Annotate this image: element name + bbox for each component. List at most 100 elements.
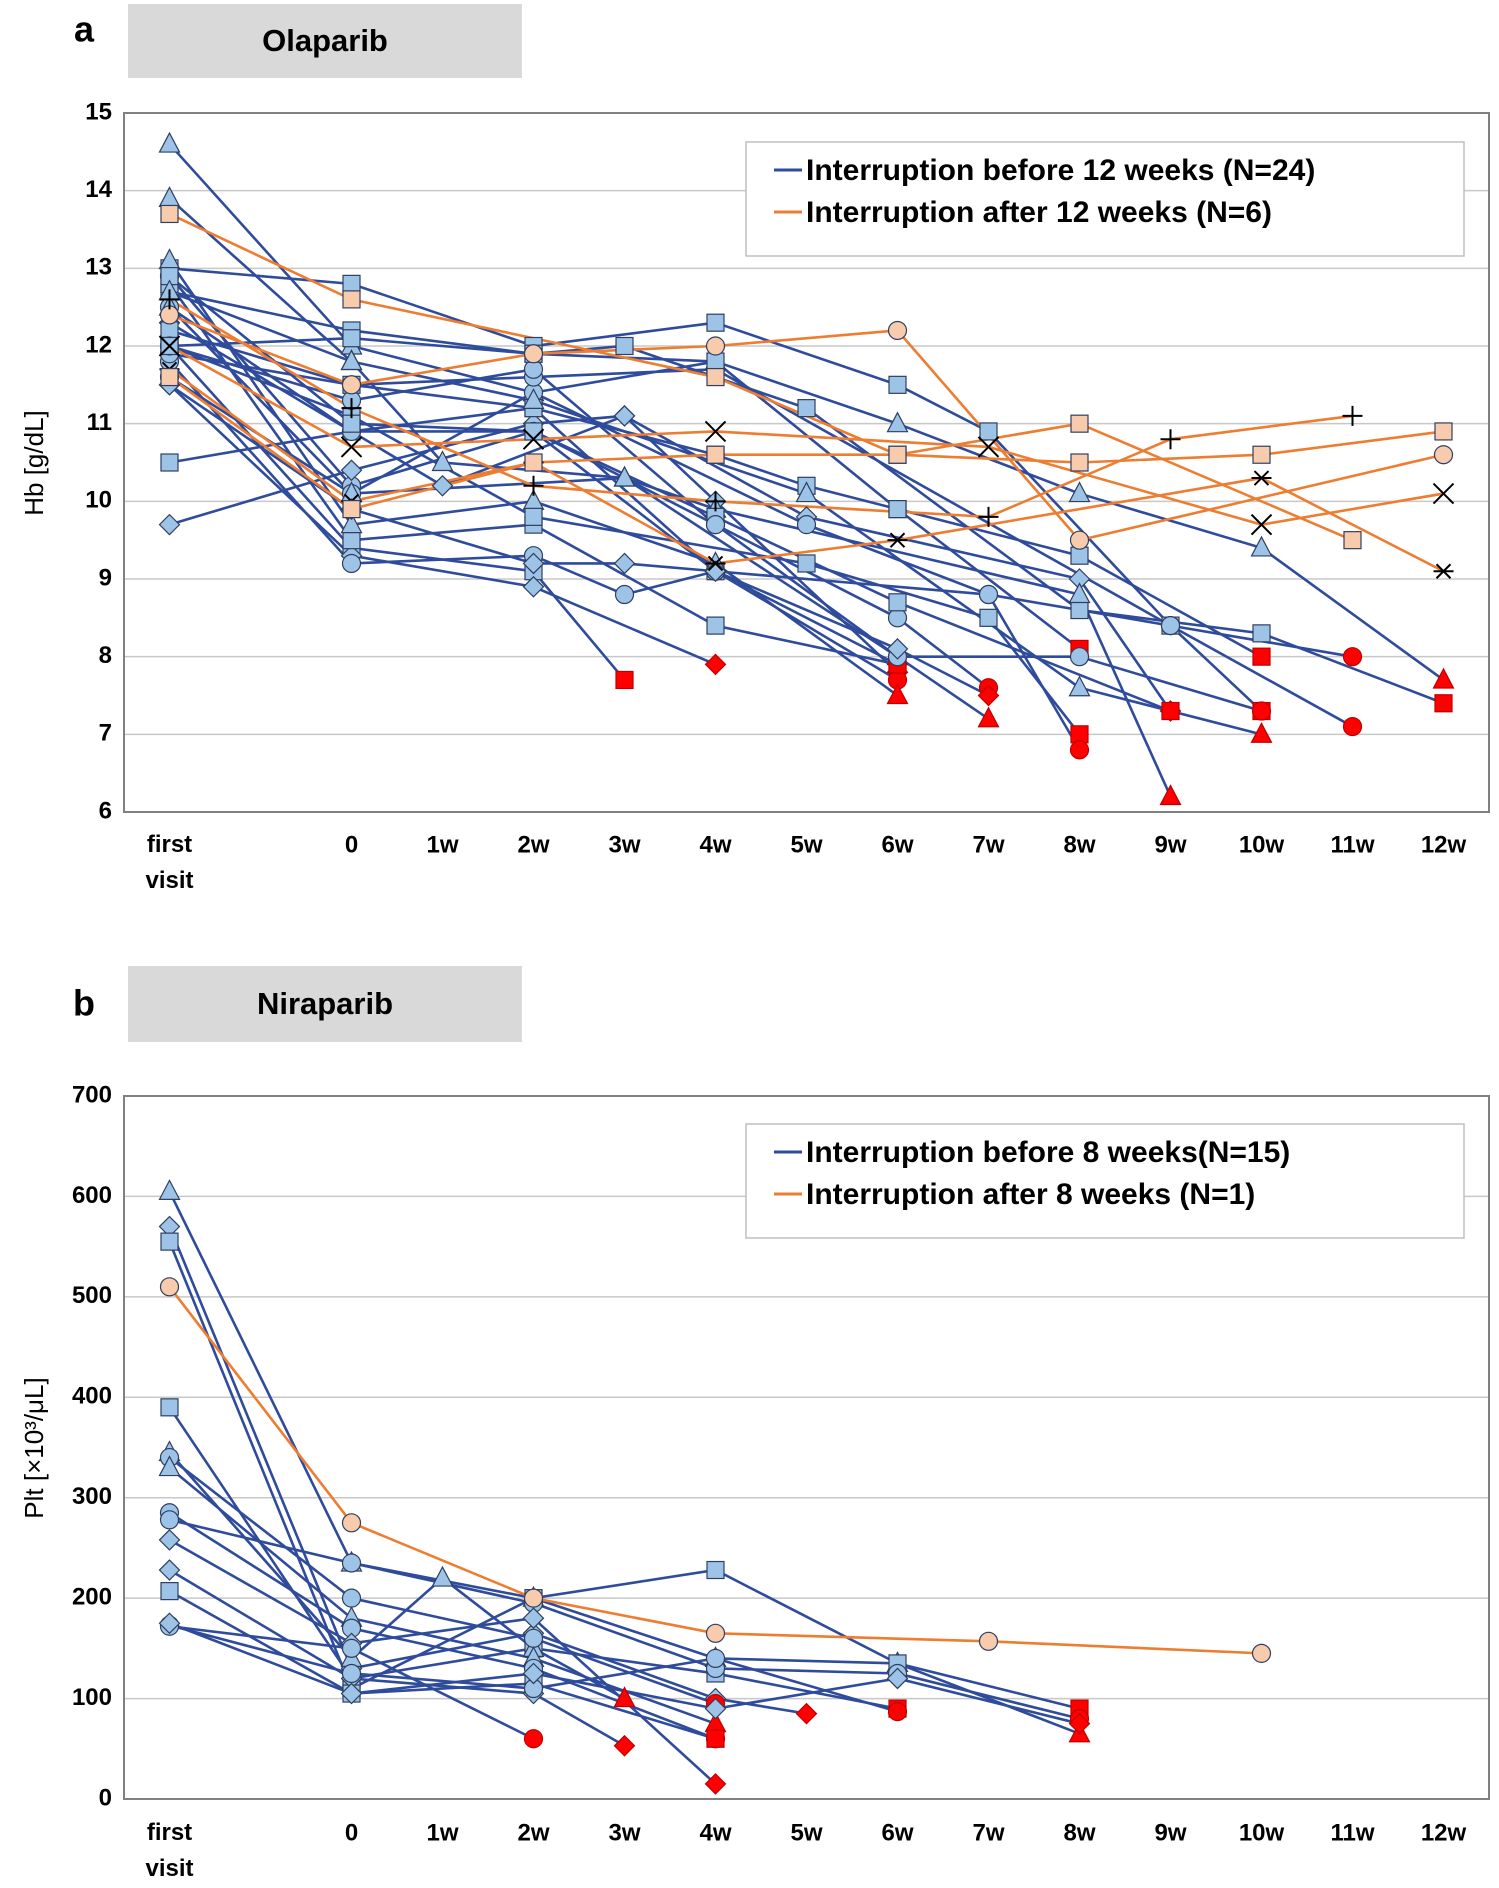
marker (1252, 445, 1271, 464)
y-tick-label: 600 (72, 1182, 112, 1209)
marker (431, 474, 454, 497)
marker (1251, 1643, 1272, 1663)
x-tick-label: 8w (1063, 1819, 1095, 1846)
x-tick-label: 8w (1063, 831, 1095, 858)
series-line (168, 321, 1172, 712)
marker (523, 475, 544, 496)
marker (704, 420, 727, 443)
marker (160, 453, 179, 472)
marker (341, 1513, 362, 1533)
marker (888, 375, 907, 394)
y-tick-label: 100 (72, 1684, 112, 1711)
x-tick-label: 10w (1239, 1819, 1285, 1846)
series-line (168, 1568, 626, 1747)
marker (1068, 675, 1091, 697)
marker (1250, 513, 1273, 536)
marker (158, 1455, 181, 1477)
marker (979, 422, 998, 441)
chart-title: Niraparib (257, 986, 393, 1021)
series-line (169, 290, 1262, 736)
marker (522, 1662, 545, 1685)
marker (1068, 481, 1091, 503)
series-line (168, 1451, 626, 1700)
x-tick-label: 3w (608, 1819, 640, 1846)
marker (1070, 453, 1089, 472)
x-tick-label: 11w (1330, 1819, 1374, 1846)
marker (705, 515, 726, 535)
marker (523, 1628, 544, 1648)
marker (160, 204, 179, 224)
marker (341, 1553, 362, 1573)
marker (159, 1510, 180, 1530)
marker (888, 445, 907, 464)
x-tick-label: 0 (345, 831, 358, 858)
legend-label: Interruption after 8 weeks (N=1) (806, 1178, 1255, 1211)
marker (704, 1697, 727, 1720)
marker (1342, 647, 1363, 667)
marker (431, 1565, 454, 1587)
marker (158, 131, 181, 153)
series-line (168, 1456, 716, 1705)
series-line (168, 345, 626, 681)
marker (159, 1277, 180, 1297)
y-tick-label: 700 (72, 1081, 112, 1108)
marker (1070, 414, 1089, 433)
marker (1252, 624, 1271, 643)
marker (614, 584, 635, 605)
marker (523, 344, 544, 364)
x-tick-label: 1w (426, 1819, 458, 1846)
marker (706, 367, 725, 387)
marker (978, 1631, 999, 1651)
marker (522, 388, 545, 409)
marker (1251, 470, 1272, 486)
marker (524, 422, 543, 441)
y-tick-label: 7 (99, 720, 112, 747)
marker (1161, 701, 1180, 721)
series-line (168, 143, 1445, 682)
y-axis-label: Hb [g/dL] (19, 410, 49, 516)
y-tick-label: 15 (85, 98, 112, 125)
marker (887, 608, 908, 628)
legend-label: Interruption before 8 weeks(N=15) (806, 1136, 1290, 1169)
marker (706, 1560, 725, 1580)
marker (1068, 1712, 1091, 1735)
marker (977, 436, 1000, 458)
series-line (168, 1589, 716, 1740)
marker (706, 445, 725, 464)
x-tick-label: first visit (145, 831, 193, 894)
x-tick-label: 4w (699, 1819, 731, 1846)
marker (613, 1734, 636, 1757)
panel-label: a (74, 9, 95, 50)
marker (795, 1702, 818, 1725)
x-tick-label: 11w (1330, 831, 1374, 858)
marker (888, 593, 907, 612)
plot-frame (123, 1095, 1490, 1800)
marker (705, 491, 726, 512)
legend-label: Interruption after 12 weeks (N=6) (806, 196, 1272, 229)
marker (342, 274, 361, 293)
marker (1069, 740, 1090, 760)
marker (158, 1559, 181, 1581)
marker (796, 515, 817, 535)
marker (797, 399, 816, 418)
marker (1160, 615, 1181, 636)
marker (615, 336, 634, 356)
y-tick-label: 6 (99, 797, 112, 824)
marker (887, 320, 908, 341)
series-line (168, 1286, 1262, 1655)
series-line (168, 1241, 1080, 1710)
y-tick-label: 8 (99, 642, 112, 669)
marker (613, 552, 636, 575)
x-tick-label: 6w (881, 1819, 913, 1846)
series-line (168, 306, 1172, 798)
marker (1069, 647, 1090, 667)
marker (887, 532, 908, 548)
marker (1069, 530, 1090, 550)
marker (160, 1582, 179, 1601)
marker (704, 1773, 727, 1795)
marker (342, 531, 361, 550)
series-line (168, 383, 717, 666)
marker (1432, 667, 1455, 689)
marker (160, 1232, 179, 1251)
